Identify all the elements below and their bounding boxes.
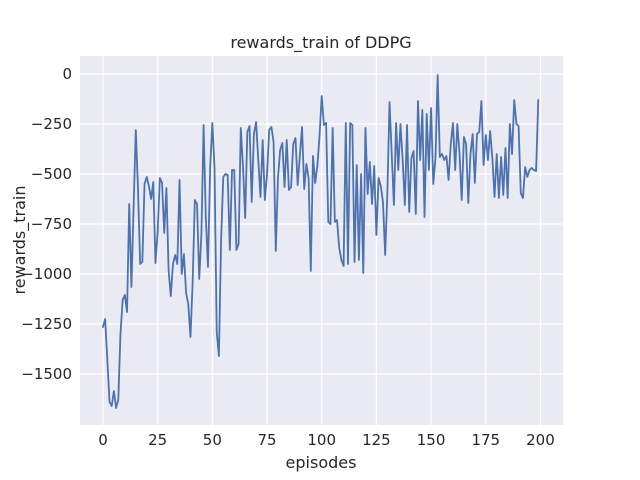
y-axis-label: rewards_train: [10, 186, 30, 295]
y-tick-label: −1250: [21, 315, 72, 333]
x-tick-label: 25: [148, 431, 167, 449]
y-tick-labels: 0 −250 −500 −750 −1000 −1250 −1500: [21, 65, 72, 383]
chart-title: rewards_train of DDPG: [230, 33, 411, 53]
y-tick-label: −1000: [21, 265, 72, 283]
x-tick-label: 50: [203, 431, 222, 449]
x-tick-labels: 0 25 50 75 100 125 150 175 200: [98, 431, 555, 449]
x-tick-label: 0: [98, 431, 108, 449]
x-tick-label: 100: [307, 431, 336, 449]
y-tick-label: 0: [62, 65, 72, 83]
y-tick-label: −750: [31, 215, 72, 233]
x-tick-label: 75: [257, 431, 276, 449]
y-tick-label: −250: [31, 115, 72, 133]
x-tick-label: 200: [526, 431, 555, 449]
series-line-rewards_train: [102, 74, 540, 409]
x-tick-label: 175: [471, 431, 500, 449]
y-tick-label: −500: [31, 165, 72, 183]
x-tick-label: 125: [362, 431, 391, 449]
x-axis-label: episodes: [286, 453, 357, 472]
x-tick-label: 150: [417, 431, 446, 449]
series-layer: [102, 74, 540, 409]
y-tick-label: −1500: [21, 365, 72, 383]
